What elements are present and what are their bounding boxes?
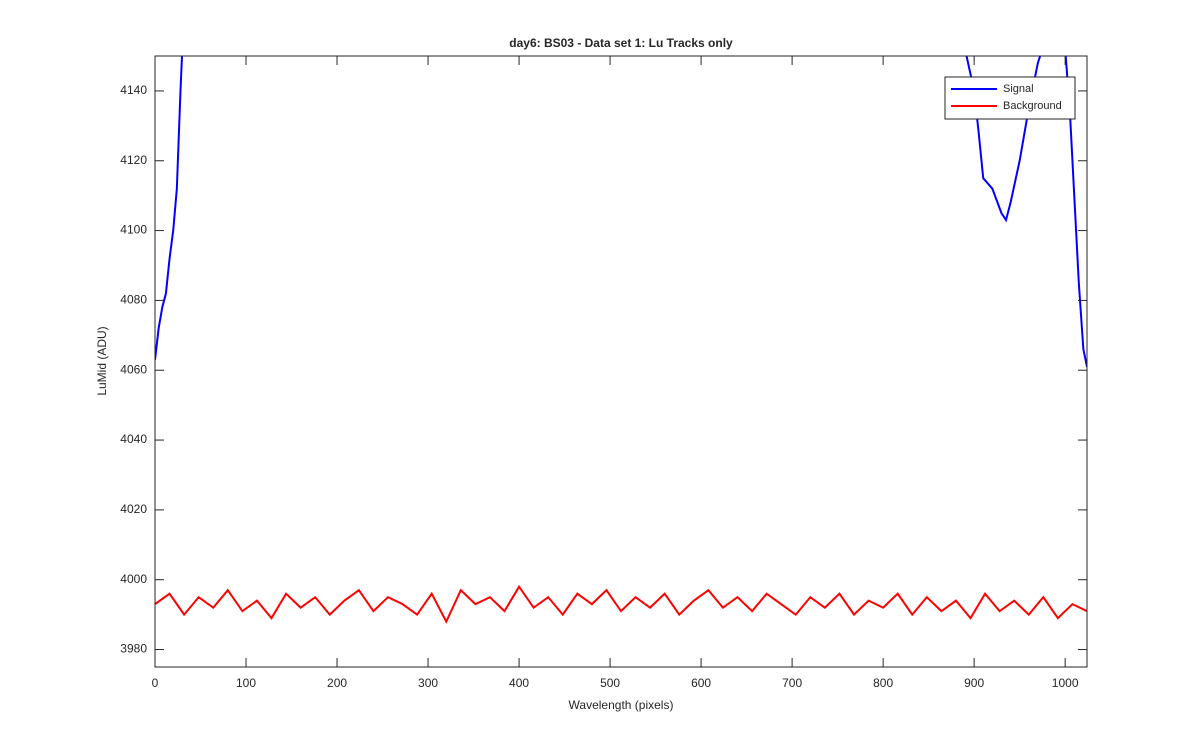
y-tick-label: 4120: [120, 153, 147, 167]
x-tick-label: 500: [600, 676, 620, 690]
series-line: [155, 584, 1087, 624]
x-tick-label: 300: [418, 676, 438, 690]
legend-box: [944, 76, 1076, 120]
y-tick-label: 4000: [120, 572, 147, 586]
x-tick-label: 100: [236, 676, 256, 690]
x-tick-label: 0: [152, 676, 159, 690]
x-tick-label: 200: [327, 676, 347, 690]
chart-title: day6: BS03 - Data set 1: Lu Tracks only: [509, 36, 733, 50]
y-tick-label: 4060: [120, 362, 147, 376]
x-tick-label: 900: [964, 676, 984, 690]
x-tick-label: 700: [782, 676, 802, 690]
x-tick-label: 600: [691, 676, 711, 690]
x-tick-label: 800: [873, 676, 893, 690]
y-tick-label: 4140: [120, 83, 147, 97]
y-tick-label: 3980: [120, 642, 147, 656]
legend-label: Signal: [1003, 83, 1034, 95]
y-tick-label: 4040: [120, 432, 147, 446]
y-tick-label: 4020: [120, 502, 147, 516]
y-tick-label: 4100: [120, 223, 147, 237]
x-axis-label: Wavelength (pixels): [569, 698, 674, 712]
x-tick-label: 400: [509, 676, 529, 690]
axes-box: [154, 55, 1088, 668]
y-axis-label: LuMid (ADU): [95, 326, 109, 395]
y-tick-label: 4080: [120, 293, 147, 307]
x-tick-label: 1000: [1052, 676, 1079, 690]
legend-label: Background: [1003, 100, 1062, 112]
